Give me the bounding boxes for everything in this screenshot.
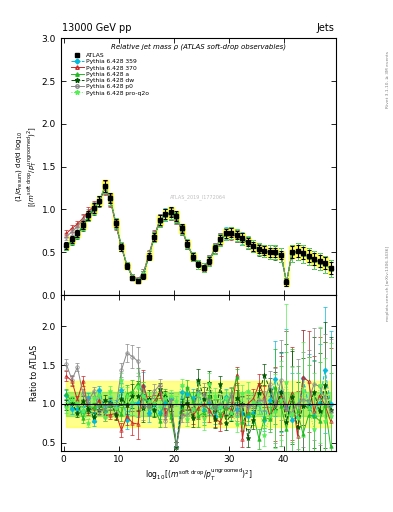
Y-axis label: Ratio to ATLAS: Ratio to ATLAS — [30, 345, 39, 401]
Text: 13000 GeV pp: 13000 GeV pp — [62, 23, 132, 33]
Text: Jets: Jets — [317, 23, 335, 33]
Text: Relative jet mass ρ (ATLAS soft-drop observables): Relative jet mass ρ (ATLAS soft-drop obs… — [111, 44, 286, 50]
Legend: ATLAS, Pythia 6.428 359, Pythia 6.428 370, Pythia 6.428 a, Pythia 6.428 dw, Pyth: ATLAS, Pythia 6.428 359, Pythia 6.428 37… — [70, 52, 150, 97]
Y-axis label: $(1/\sigma_\mathrm{resum})$ d$\sigma$/d $\log_{10}$
$[(m^\mathrm{soft\ drop}/p_T: $(1/\sigma_\mathrm{resum})$ d$\sigma$/d … — [13, 126, 39, 207]
Text: ATLAS_2019_I1772064: ATLAS_2019_I1772064 — [171, 195, 226, 200]
X-axis label: $\log_{10}[(m^{\mathrm{soft\ drop}}/p_T^{\mathrm{ungroomed}})^2]$: $\log_{10}[(m^{\mathrm{soft\ drop}}/p_T^… — [145, 467, 252, 483]
Text: mcplots.cern.ch [arXiv:1306.3436]: mcplots.cern.ch [arXiv:1306.3436] — [386, 246, 390, 321]
Text: Rivet 3.1.10, ≥ 3M events: Rivet 3.1.10, ≥ 3M events — [386, 51, 390, 108]
